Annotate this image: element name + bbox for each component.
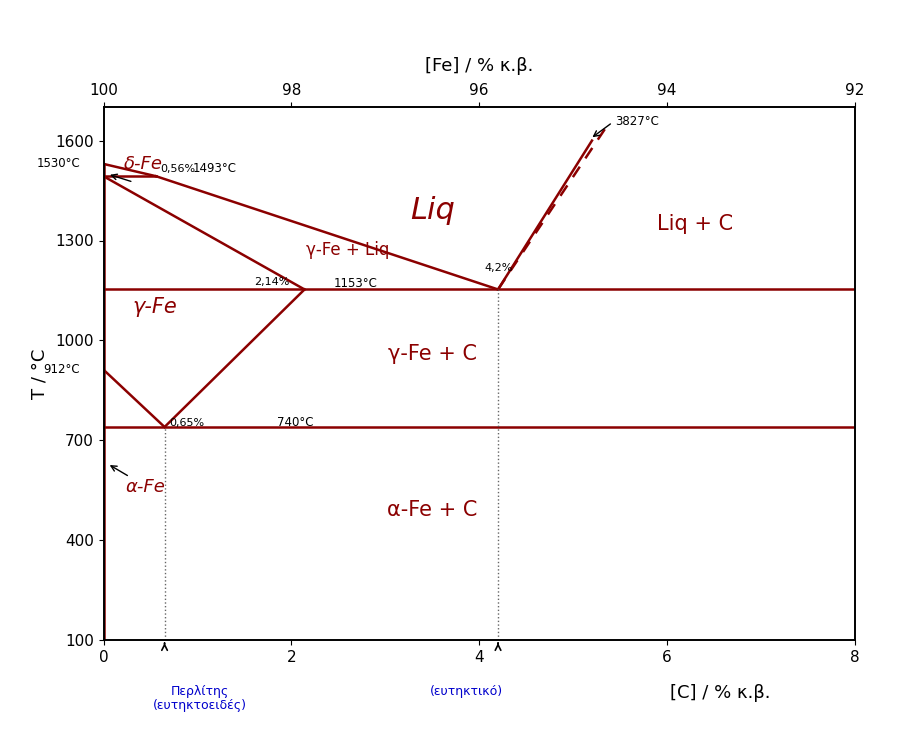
Text: 1493°C: 1493°C [193,162,237,175]
Text: [C] / % κ.β.: [C] / % κ.β. [670,684,770,702]
Text: α-Fe: α-Fe [126,478,166,496]
Text: γ-Fe: γ-Fe [133,297,177,317]
Text: 1530°C: 1530°C [36,158,80,170]
X-axis label: [Fe] / % κ.β.: [Fe] / % κ.β. [425,58,534,75]
Text: 0,56%: 0,56% [160,164,195,174]
Text: γ-Fe + C: γ-Fe + C [388,343,477,364]
Y-axis label: T / °C: T / °C [31,349,49,399]
Text: 0,65%: 0,65% [169,418,204,428]
Text: 3827°C: 3827°C [616,115,660,128]
Text: 740°C: 740°C [277,417,314,429]
Text: 2,14%: 2,14% [254,277,289,287]
Text: 1153°C: 1153°C [334,277,377,289]
Text: 4,2%: 4,2% [484,263,512,273]
Text: Liq: Liq [410,196,454,225]
Text: (ευτηκτικό): (ευτηκτικό) [429,684,503,698]
Text: δ-Fe: δ-Fe [123,155,163,173]
Text: 912°C: 912°C [43,363,80,376]
Text: Liq + C: Liq + C [657,214,734,234]
Text: Περλίτης
(ευτηκτοειδές): Περλίτης (ευτηκτοειδές) [153,684,247,713]
Text: α-Fe + C: α-Fe + C [387,500,478,520]
Text: γ-Fe + Liq: γ-Fe + Liq [306,241,390,260]
